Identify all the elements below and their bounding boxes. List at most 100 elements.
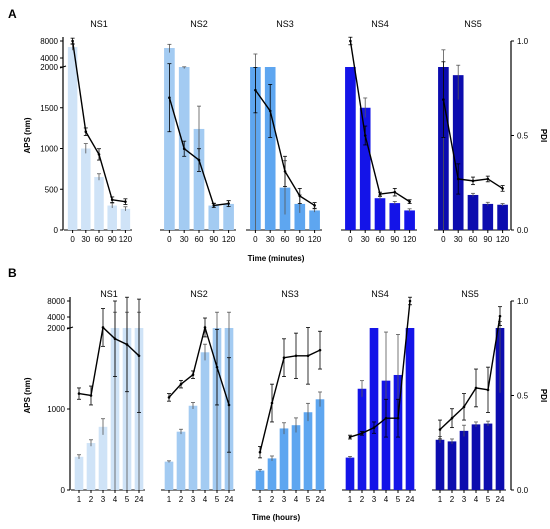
left-tick-label: 4000 [47,313,65,322]
bar [471,424,481,490]
bar [369,328,379,490]
x-tick-label: 1 [348,495,353,504]
pdi-point [408,299,412,303]
bar [264,67,276,230]
pdi-point [438,428,442,431]
bar [120,208,131,230]
pdi-point [360,432,364,435]
right-tick-label: 1.0 [517,297,529,306]
x-tick-label: 60 [281,235,290,244]
pdi-point [101,326,105,329]
x-tick-label: 90 [390,235,399,244]
bar [193,128,205,230]
bar [359,107,371,230]
pdi-point [182,147,186,151]
bar [467,194,479,230]
series-NS2: NS2 0 30 60 90 120 [160,19,236,244]
bar [374,198,386,230]
x-tick-label: 24 [316,495,325,504]
bar [294,203,306,230]
pdi-point [203,326,207,329]
x-tick-label: 60 [95,235,104,244]
pdi-point [268,109,272,113]
bar [495,328,505,490]
x-tick-label: 120 [308,235,322,244]
pdi-point [168,96,171,99]
pdi-point [450,416,454,420]
left-tick-label: 1000 [47,405,65,414]
pdi-point [227,202,230,205]
x-tick-label: 120 [496,235,510,244]
x-tick-label: 90 [483,235,492,244]
left-tick-label: 1500 [40,104,58,113]
right-axis-label: PDI [539,389,548,402]
right-tick-label: 0.5 [517,132,529,141]
x-tick-label: 120 [403,235,417,244]
series-title: NS5 [464,19,482,29]
x-tick-label: 3 [101,495,106,504]
x-tick-label: 2 [179,495,184,504]
right-tick-label: 1.0 [517,37,529,46]
x-tick-label: 3 [282,495,287,504]
pdi-point [110,198,114,202]
x-tick-label: 30 [81,235,90,244]
left-tick-label: 8000 [47,297,65,306]
x-tick-label: 90 [295,235,304,244]
bar [459,430,469,490]
series-title: NS4 [371,19,389,29]
pdi-point [442,98,445,101]
pdi-point [125,343,129,346]
x-tick-label: 120 [119,235,133,244]
panel-label: A [8,7,17,21]
pdi-point [84,130,88,134]
x-tick-label: 4 [113,495,118,504]
pdi-point [113,337,117,341]
pdi-point [474,386,478,390]
x-tick-label: 30 [454,235,463,244]
series-title: NS4 [371,289,389,299]
x-tick-label: 0 [253,235,258,244]
x-tick-label: 2 [270,495,275,504]
bar [81,148,91,230]
x-tick-label: 60 [469,235,478,244]
bar [345,457,355,490]
pdi-point [349,39,352,43]
bar [67,47,78,230]
x-tick-label: 30 [180,235,189,244]
left-tick-label: 0 [61,486,66,495]
pdi-point [191,373,195,377]
x-tick-label: 5 [486,495,491,504]
pdi-line [349,40,410,203]
pdi-point [227,403,231,407]
pdi-point [462,405,466,409]
pdi-point [378,192,382,196]
series-NS4: NS4 1 2 3 4 5 24 [342,289,416,504]
bar [482,203,494,230]
x-tick-label: 0 [70,235,75,244]
x-tick-label: 24 [225,495,234,504]
bar [309,210,320,230]
bar [208,205,220,230]
pdi-point [215,365,219,369]
series-NS3: NS3 0 30 60 90 120 [246,19,322,244]
series-title: NS5 [461,289,479,299]
pdi-point [306,354,310,358]
left-tick-label: 4000 [40,54,58,63]
x-tick-label: 2 [89,495,94,504]
pdi-line [259,349,321,453]
pdi-point [89,394,93,397]
pdi-point [486,388,490,392]
x-tick-label: 60 [376,235,385,244]
x-tick-label: 30 [361,235,370,244]
bar [452,75,464,231]
pdi-point [501,187,504,190]
x-tick-label: 4 [203,495,208,504]
x-tick-label: 120 [222,235,236,244]
x-tick-label: 4 [474,495,479,504]
x-tick-label: 0 [167,235,172,244]
bar [164,48,175,230]
x-tick-label: 5 [396,495,401,504]
bar [279,428,289,490]
x-tick-label: 24 [406,495,415,504]
x-tick-label: 30 [266,235,275,244]
